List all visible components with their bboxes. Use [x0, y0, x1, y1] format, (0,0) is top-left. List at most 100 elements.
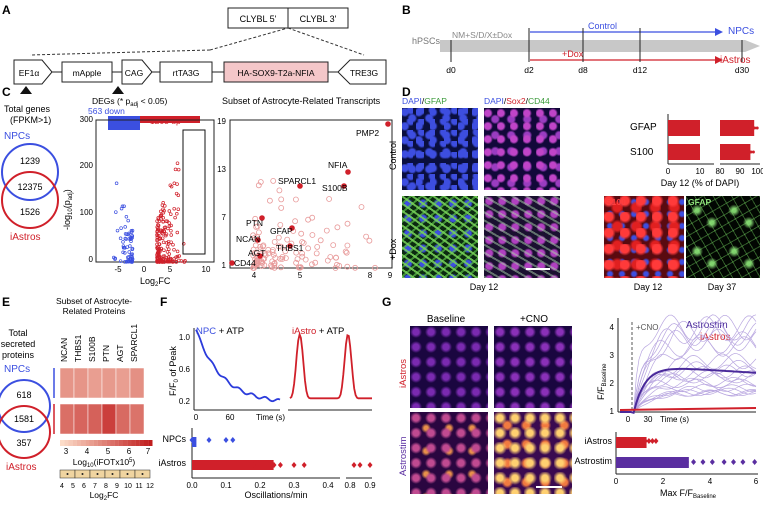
e-heatmap-cell: [59, 367, 75, 399]
subset-point: [278, 243, 285, 250]
f-osc-point-iastros: [301, 462, 307, 468]
g-bar-iastros: [616, 437, 647, 448]
e-colorbar-step: [85, 440, 90, 446]
e-col-agt: AGT: [115, 345, 125, 362]
d-control-gfap-image: [402, 108, 478, 190]
panel-letter-a: A: [2, 3, 11, 17]
volcano-point: [169, 184, 174, 189]
d-row-control: Control: [388, 141, 398, 170]
subset-point: [271, 262, 278, 269]
g-astrostim-cno-image: [494, 412, 572, 494]
subset-point: [292, 196, 299, 203]
venn-iastros-circle: [1, 171, 59, 229]
volcano-point: [130, 259, 134, 263]
volcano-point: [162, 260, 167, 264]
g-bar-tick: 4: [708, 477, 713, 486]
panel-b: B hPSCs NM+S/D/X±Dox Control NPCs +Dox i…: [402, 3, 760, 75]
subset-point: [344, 220, 351, 227]
volcano-point: [124, 215, 129, 219]
volcano-point: [175, 182, 179, 186]
subset-point: [326, 196, 333, 202]
volcano-point: [172, 247, 176, 252]
f-osc-point-iastros: [250, 462, 256, 468]
subset-point: [257, 246, 264, 253]
day-d30: d30: [735, 65, 749, 75]
subset-point: [292, 218, 299, 225]
element-sox9-nfia-label: HA-SOX9-T2a-NFIA: [238, 68, 315, 78]
g-iastros-cno-image: [494, 326, 572, 408]
d-bar-label-gfap: GFAP: [630, 122, 657, 133]
g-bar-label-astrostim: Astrostim: [574, 456, 612, 466]
f-osc-label: Oscillations/min: [244, 490, 307, 500]
g-time: Time (s): [660, 415, 689, 424]
venn-shared: 12375: [17, 182, 42, 192]
g-bar-tick: 2: [661, 477, 666, 486]
subset-point: [261, 262, 268, 269]
e-fc-bar: [59, 469, 151, 479]
volcano-point: [160, 256, 164, 261]
g-trace-astrostim: [620, 336, 757, 413]
gene-label-sparcl1: SPARCL1: [278, 176, 316, 186]
element-tre3g: [337, 59, 387, 85]
panel-a: A CLYBL 5' CLYBL 3' EF1α mApple CAG rtTA…: [2, 3, 387, 94]
d-row-dox: +Dox: [388, 238, 398, 260]
f-osc-point-iastros: [277, 462, 283, 468]
element-ef1a-label: EF1α: [19, 68, 40, 78]
subset-point: [324, 257, 331, 264]
g-ytick: 2: [610, 379, 615, 388]
f-osc-point-iastros: [216, 462, 222, 468]
volcano-point: [167, 252, 172, 256]
subset-point: [314, 243, 321, 250]
subset-point: [333, 254, 339, 261]
d-bar-point: [751, 150, 755, 154]
volcano-point: [172, 256, 176, 261]
e-fc-tick: 7: [93, 483, 97, 490]
volcano-xtick: 10: [202, 265, 211, 274]
g-bar-point-astrostim: [721, 459, 727, 465]
volcano-point: [176, 167, 181, 172]
g-cno-label: +CNO: [636, 323, 658, 332]
e-colorbar-step: [81, 440, 86, 446]
d-day12b-label: Day 12: [634, 282, 663, 292]
f-osc-tick: 0.9: [364, 481, 376, 490]
subset-point: [363, 233, 370, 240]
e-colorbar-step: [60, 440, 65, 446]
e-heatmap-cell: [115, 403, 131, 435]
volcano-point: [161, 201, 165, 205]
f-iastro-trace: [289, 331, 372, 400]
volcano-point: [156, 249, 161, 253]
subset-point: [255, 182, 262, 189]
volcano-point: [160, 229, 165, 233]
f-ytick: 1.0: [179, 333, 191, 342]
volcano-point: [159, 214, 163, 218]
g-ytick: 3: [610, 351, 615, 360]
panel-f: F NPC + ATP iAstro + ATP 1.0 0.6 0.2 F/F…: [158, 295, 376, 500]
volcano-point: [127, 250, 131, 254]
subset-point: [313, 250, 320, 257]
f-osc-point-npcs: [230, 437, 236, 443]
subset-ytick: 7: [222, 213, 227, 222]
subset-ytick: 19: [217, 117, 226, 126]
degs-down-bar: [108, 116, 140, 130]
volcano-point: [169, 228, 173, 233]
g-ylabel: F/FBaseline: [596, 363, 608, 400]
volcano-point: [112, 255, 116, 260]
loxp-right-icon: [112, 86, 124, 94]
d-bar-point: [750, 126, 754, 130]
e-fc-tick: 9: [115, 483, 119, 490]
subset-point: [277, 221, 284, 228]
f-ylabel: F/F0 of Peak: [168, 346, 180, 396]
panel-e: E Total secreted proteins NPCs 618 1581 …: [0, 295, 154, 502]
volcano-point: [164, 233, 168, 238]
venn-npcs-circle: [1, 143, 59, 201]
subset-point: [270, 251, 277, 258]
e-fc-tick: 5: [71, 483, 75, 490]
volcano-point: [171, 242, 175, 247]
volcano-point: [167, 224, 172, 228]
subset-point: [279, 256, 286, 262]
day-d0: d0: [446, 65, 456, 75]
g-bar-tick: 0: [614, 477, 619, 486]
volcano-point: [155, 225, 159, 229]
